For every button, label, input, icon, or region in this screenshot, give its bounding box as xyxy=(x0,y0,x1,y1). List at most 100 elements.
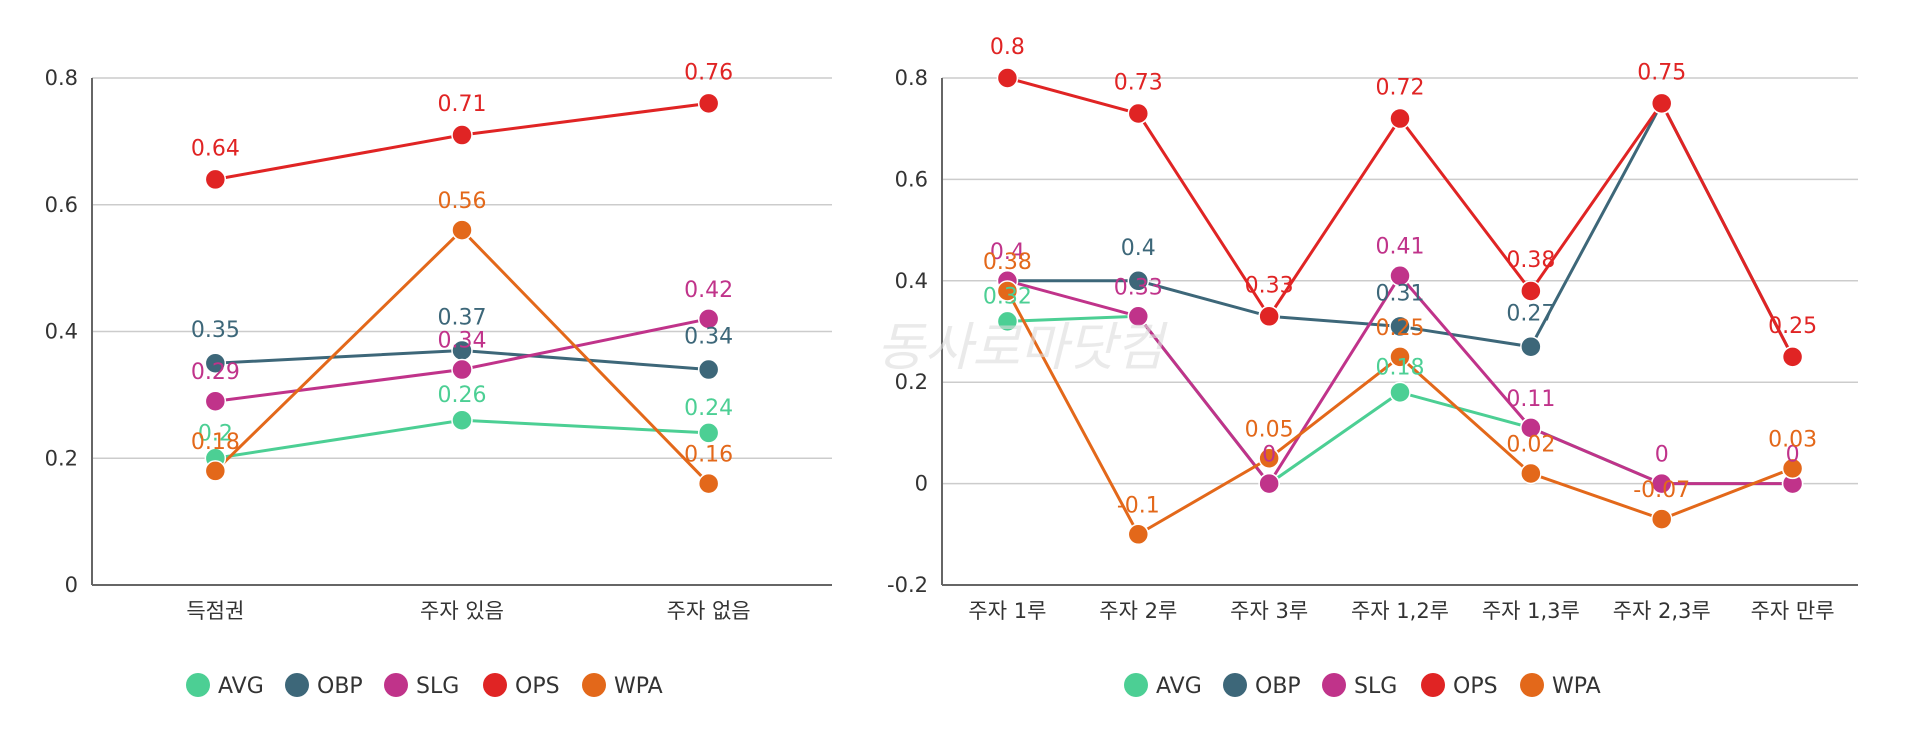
y-tick-label: 0.8 xyxy=(895,66,928,90)
data-label-ops: 0.75 xyxy=(1637,60,1686,85)
data-point-wpa xyxy=(996,280,1019,302)
data-label-wpa: 0.16 xyxy=(684,443,733,468)
data-point-slg xyxy=(204,390,227,412)
chart-left: 0 0.2 0.4 0.6 0.8 득점권 주자 있음 주자 없음 0.2 0.26 0.24 0.3… xyxy=(45,60,832,699)
x-tick-label: 주자 만루 xyxy=(1751,599,1835,623)
legend-label: WPA xyxy=(614,674,663,699)
legend-item-obp: OBP xyxy=(285,673,363,699)
x-tick-label: 득점권 xyxy=(186,599,244,623)
data-label-ops: 0.8 xyxy=(990,35,1025,60)
legend-item-avg: AVG xyxy=(186,673,264,699)
data-point-slg xyxy=(451,358,473,381)
data-label-avg: 0.24 xyxy=(684,396,733,421)
x-tick-label: 주자 1,3루 xyxy=(1482,599,1580,623)
legend-item-obp: OBP xyxy=(1223,673,1301,699)
data-point-ops xyxy=(1127,102,1150,125)
data-label-avg: 0.2 xyxy=(198,421,233,446)
legend-item-ops: OPS xyxy=(1421,673,1498,699)
data-label-wpa: 0.25 xyxy=(1376,316,1425,341)
data-label-obp: 0.31 xyxy=(1376,281,1425,306)
legend-label: AVG xyxy=(1156,674,1202,699)
data-label-obp: 0.35 xyxy=(191,318,240,343)
data-point-wpa xyxy=(1520,462,1542,485)
legend-label: OBP xyxy=(317,674,363,699)
data-label-wpa: 0.18 xyxy=(191,430,240,455)
data-point-slg xyxy=(1650,472,1673,495)
legend-label: OBP xyxy=(1255,674,1301,699)
y-tick-label: 0.4 xyxy=(895,269,928,293)
legend-marker xyxy=(483,673,507,697)
data-label-ops: 0.33 xyxy=(1245,273,1294,298)
x-tick-label: 주자 1루 xyxy=(968,599,1046,623)
data-point-wpa xyxy=(1650,508,1673,530)
data-label-avg: 0.26 xyxy=(438,383,487,408)
data-point-wpa xyxy=(1127,523,1150,546)
data-point-obp xyxy=(697,358,720,381)
y-tick-label: -0.2 xyxy=(887,573,928,597)
data-label-ops: 0.76 xyxy=(684,60,733,85)
legend-marker xyxy=(186,673,210,697)
legend-item-slg: SLG xyxy=(384,673,459,699)
data-label-wpa: -0.1 xyxy=(1117,493,1160,518)
data-label-wpa: 0.05 xyxy=(1245,417,1294,442)
data-point-ops xyxy=(1520,280,1542,302)
data-label-slg: 0.41 xyxy=(1376,235,1425,260)
data-point-wpa xyxy=(1389,346,1411,368)
y-tick-label: 0.6 xyxy=(45,193,78,217)
data-point-obp xyxy=(204,352,227,374)
data-label-wpa: 0.03 xyxy=(1768,427,1817,452)
data-point-slg xyxy=(1258,472,1280,495)
data-label-ops: 0.25 xyxy=(1768,314,1817,339)
data-label-slg: 0 xyxy=(1262,443,1276,468)
data-point-wpa xyxy=(1258,447,1280,469)
legend-marker xyxy=(285,673,309,697)
y-tick-label: 0 xyxy=(915,472,928,496)
data-label-ops: 0.71 xyxy=(438,92,487,117)
data-point-ops xyxy=(204,168,227,191)
data-point-obp xyxy=(1389,315,1411,338)
x-tick-label: 주자 1,2루 xyxy=(1351,599,1449,623)
legend-label: OPS xyxy=(1453,674,1498,699)
data-label-wpa: 0.38 xyxy=(983,250,1032,275)
data-label-wpa: 0.56 xyxy=(438,189,487,214)
data-label-slg: 0.33 xyxy=(1114,275,1163,300)
data-label-slg: 0.29 xyxy=(191,360,240,385)
legend-item-slg: SLG xyxy=(1322,673,1397,699)
data-point-avg xyxy=(1389,381,1411,404)
x-tick-label: 주자 없음 xyxy=(667,599,751,623)
legend-item-avg: AVG xyxy=(1124,673,1202,699)
legend-marker xyxy=(1322,673,1346,697)
data-label-wpa: -0.07 xyxy=(1633,478,1690,503)
legend-label: WPA xyxy=(1552,674,1601,699)
legend-marker xyxy=(1520,673,1544,697)
legend-marker xyxy=(1223,673,1247,697)
data-label-slg: 0.42 xyxy=(684,278,733,303)
legend-label: AVG xyxy=(218,674,264,699)
data-point-wpa xyxy=(204,460,227,482)
data-point-ops xyxy=(996,67,1019,89)
data-label-avg: 0.32 xyxy=(983,284,1032,309)
y-tick-label: 0.4 xyxy=(45,320,78,344)
legend-marker xyxy=(1421,673,1445,697)
data-label-avg: 0.18 xyxy=(1376,355,1425,380)
data-point-slg xyxy=(697,308,720,330)
data-label-ops: 0.73 xyxy=(1114,70,1163,95)
data-label-obp: 0.34 xyxy=(684,325,733,350)
data-label-slg: 0 xyxy=(1655,443,1669,468)
data-point-obp xyxy=(1520,335,1542,358)
data-label-obp: 0.37 xyxy=(438,306,487,331)
data-label-slg: 0 xyxy=(1786,443,1800,468)
data-point-obp xyxy=(1127,270,1150,292)
data-point-avg xyxy=(996,310,1019,333)
x-tick-label: 주자 2루 xyxy=(1099,599,1177,623)
data-point-ops xyxy=(1781,346,1804,368)
x-tick-label: 주자 3루 xyxy=(1230,599,1308,623)
y-tick-label: 0.2 xyxy=(45,446,78,470)
legend-label: SLG xyxy=(416,674,459,699)
data-point-avg xyxy=(451,409,473,431)
data-point-slg xyxy=(1520,417,1542,439)
data-point-ops xyxy=(1389,107,1411,130)
data-label-ops: 0.38 xyxy=(1506,248,1555,273)
data-point-slg xyxy=(1127,305,1150,328)
data-point-wpa xyxy=(697,472,720,495)
